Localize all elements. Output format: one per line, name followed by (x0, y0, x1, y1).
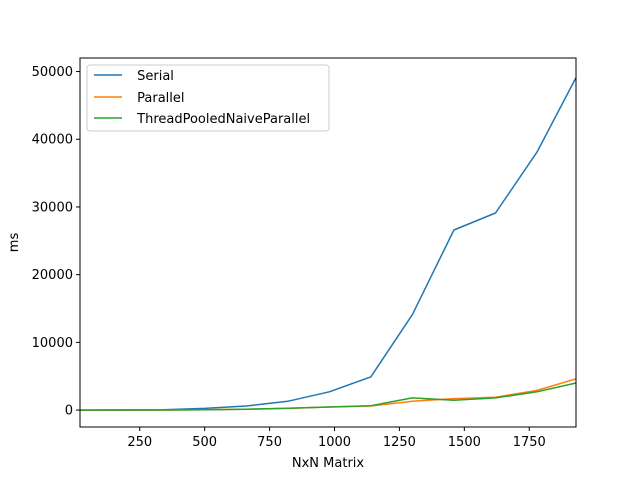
y-tick-label: 30000 (32, 200, 73, 215)
legend-label-serial: Serial (133, 69, 174, 84)
x-tick-label: 1250 (383, 435, 416, 450)
y-axis-label: ms (7, 233, 22, 253)
x-tick-label: 750 (257, 435, 282, 450)
y-tick-label: 20000 (32, 268, 73, 283)
y-tick-label: 10000 (32, 336, 73, 351)
x-axis-ticks: 250 500 750 1000 1250 1500 1750 (127, 427, 546, 450)
y-axis-ticks: 0 10000 20000 30000 40000 50000 (32, 65, 80, 419)
y-tick-label: 40000 (32, 133, 73, 148)
series-line-2 (79, 382, 577, 411)
y-tick-label: 50000 (32, 65, 73, 80)
x-tick-label: 1500 (448, 435, 481, 450)
y-tick-label: 0 (65, 404, 73, 419)
x-axis-label: NxN Matrix (292, 456, 365, 471)
x-tick-label: 1000 (318, 435, 351, 450)
x-tick-label: 500 (192, 435, 217, 450)
legend: Serial Parallel ThreadPooledNaiveParalle… (86, 64, 330, 132)
x-tick-label: 250 (127, 435, 152, 450)
plot-series (79, 77, 577, 411)
legend-label-parallel: Parallel (133, 91, 185, 106)
legend-label-threadpooled: ThreadPooledNaiveParallel (133, 112, 310, 127)
legend-box (86, 64, 330, 132)
x-tick-label: 1750 (513, 435, 546, 450)
plot-frame (79, 57, 577, 428)
